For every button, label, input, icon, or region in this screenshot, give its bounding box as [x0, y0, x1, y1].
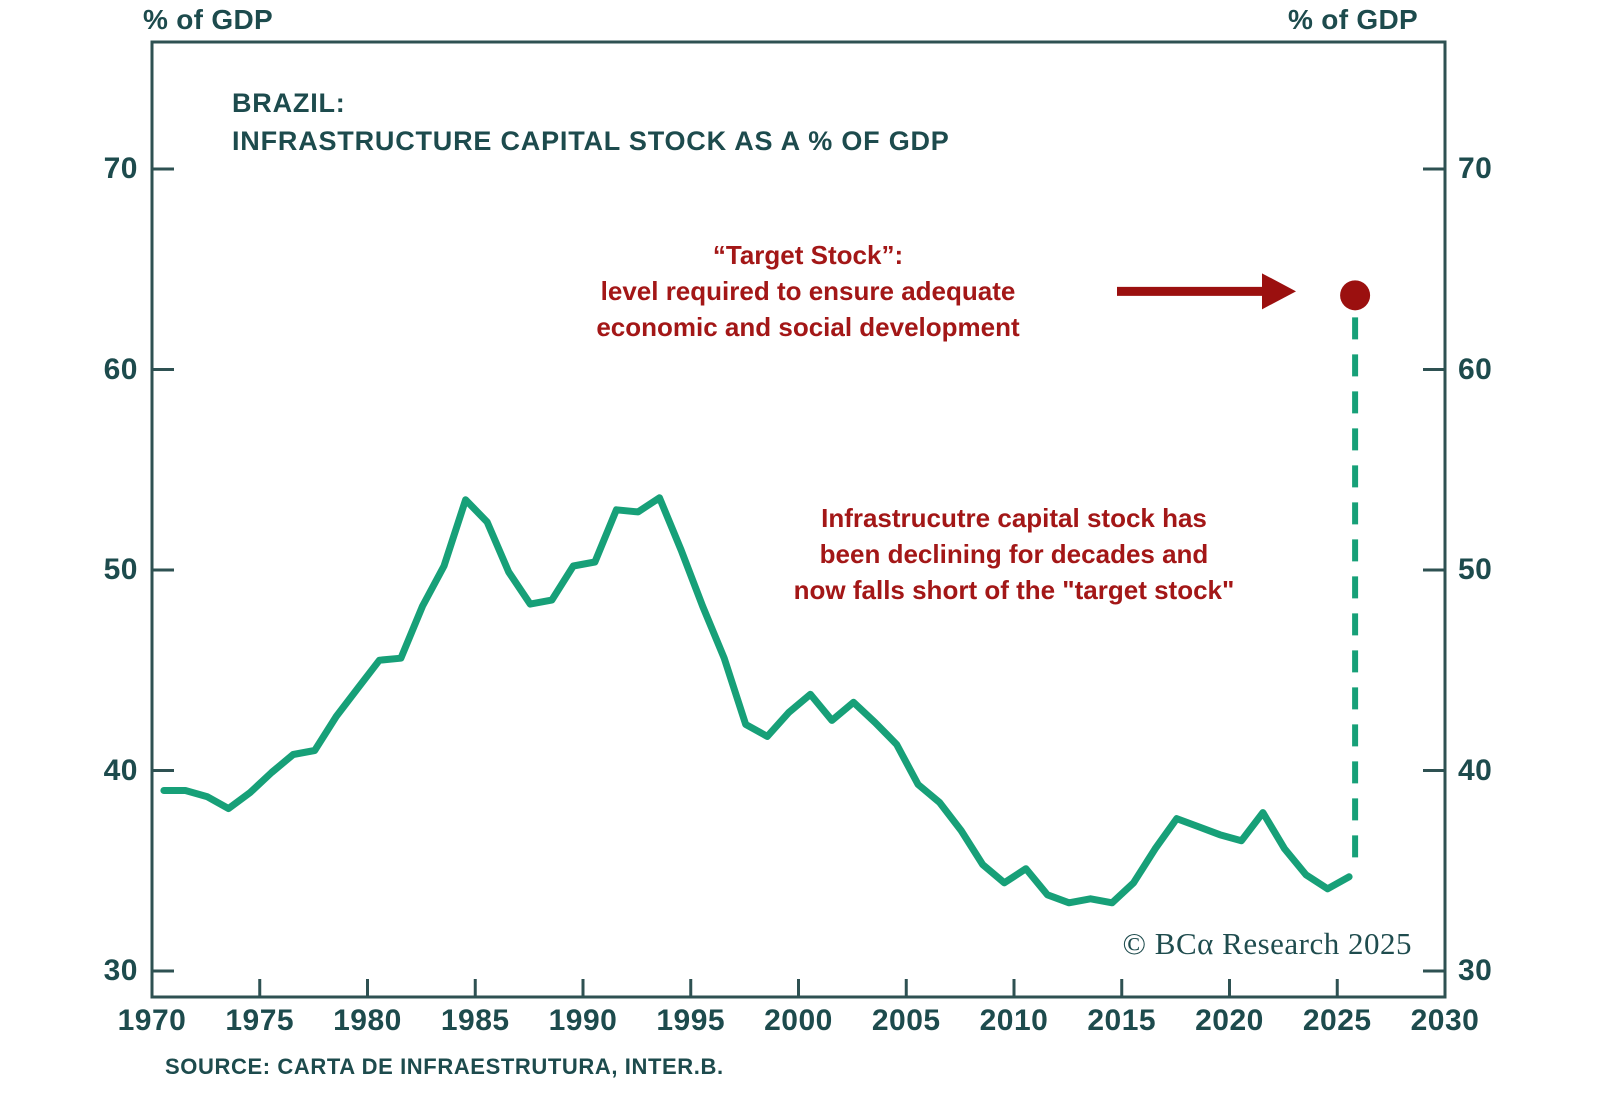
x-tick-label-1990: 1990	[548, 1004, 618, 1037]
x-tick-label-1980: 1980	[333, 1004, 402, 1037]
target-stock-annotation-line1: “Target Stock”:	[712, 240, 904, 270]
y-tick-label-left-50: 50	[103, 553, 138, 586]
declining-stock-annotation-line2: been declining for decades and	[819, 539, 1209, 569]
chart-title-line1: BRAZIL:	[232, 88, 346, 118]
source-text: SOURCE: CARTA DE INFRAESTRUTURA, INTER.B…	[165, 1054, 724, 1079]
x-tick-label-2020: 2020	[1195, 1004, 1264, 1037]
y-axis-unit-label-left: % of GDP	[143, 4, 273, 35]
y-tick-label-left-40: 40	[103, 753, 138, 787]
copyright-text: © BCα Research 2025	[1122, 926, 1412, 961]
y-tick-label-right-50: 50	[1458, 553, 1493, 586]
target-stock-dot	[1340, 280, 1371, 311]
target-stock-annotation-line2: level required to ensure adequate	[600, 276, 1016, 306]
x-tick-label-2000: 2000	[764, 1004, 833, 1037]
declining-stock-annotation: Infrastrucutre capital stock has been de…	[764, 500, 1264, 608]
target-arrow-head-icon	[1262, 273, 1296, 310]
capital-stock-line	[160, 494, 1353, 907]
y-tick-label-right-60: 60	[1458, 352, 1493, 386]
y-tick-label-left-60: 60	[103, 352, 138, 386]
y-tick-label-right-70: 70	[1458, 152, 1493, 185]
x-tick-label-2010: 2010	[979, 1004, 1049, 1037]
x-tick-label-1985: 1985	[440, 1004, 510, 1037]
y-tick-label-left-30: 30	[103, 954, 138, 987]
x-tick-label-2025: 2025	[1302, 1004, 1372, 1037]
x-tick-label-1970: 1970	[117, 1004, 187, 1037]
x-tick-label-2015: 2015	[1087, 1004, 1157, 1037]
x-tick-label-2005: 2005	[871, 1004, 941, 1037]
y-tick-label-left-70: 70	[103, 152, 138, 185]
target-stock-annotation: “Target Stock”: level required to ensure…	[508, 237, 1108, 345]
chart-title: BRAZIL: INFRASTRUCTURE CAPITAL STOCK AS …	[232, 84, 950, 160]
target-stock-annotation-line3: economic and social development	[596, 312, 1020, 342]
x-tick-label-1995: 1995	[656, 1004, 726, 1037]
y-axis-unit-label-right: % of GDP	[1288, 4, 1418, 35]
x-tick-label-1975: 1975	[225, 1004, 295, 1037]
chart-title-line2: INFRASTRUCTURE CAPITAL STOCK AS A % OF G…	[232, 126, 950, 156]
declining-stock-annotation-line1: Infrastrucutre capital stock has	[821, 503, 1207, 533]
declining-stock-annotation-line3: now falls short of the "target stock"	[793, 575, 1235, 605]
y-tick-label-right-40: 40	[1458, 753, 1493, 787]
y-tick-label-right-30: 30	[1458, 954, 1493, 987]
x-tick-label-2030: 2030	[1410, 1004, 1480, 1037]
